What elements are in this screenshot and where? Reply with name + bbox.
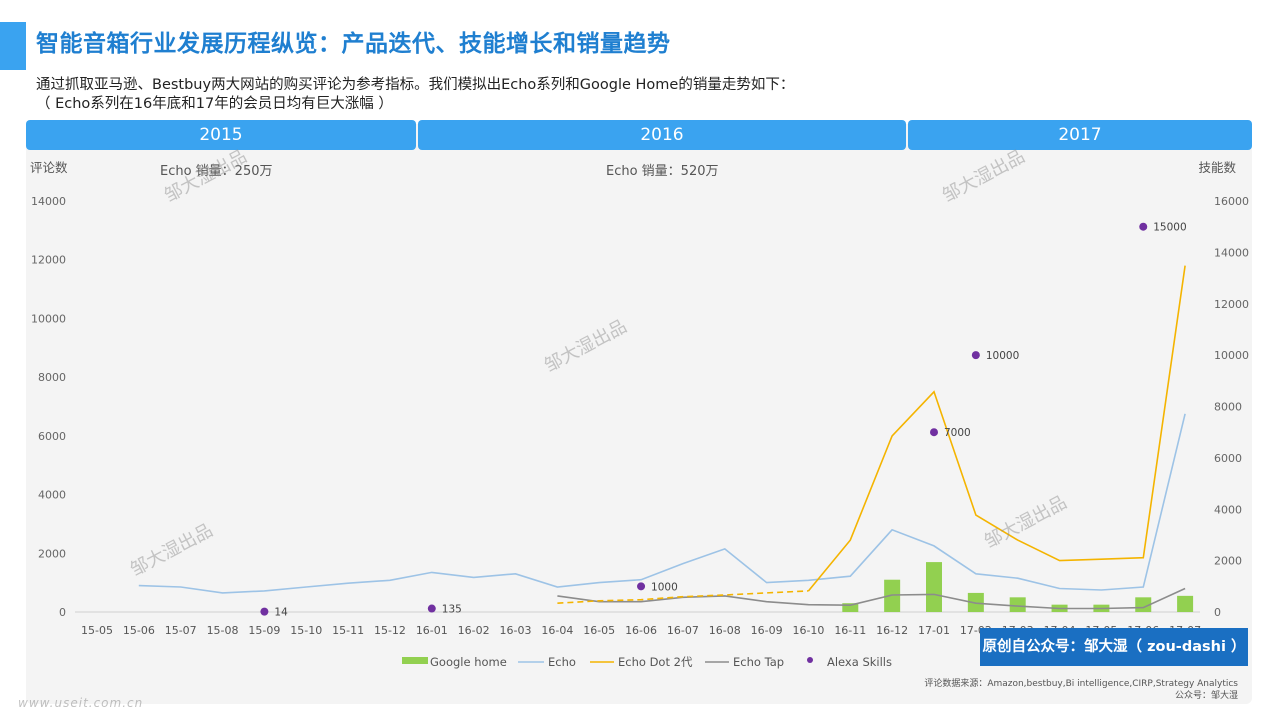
x-tick-label: 15-07: [165, 624, 197, 637]
alexa-skills-label: 135: [442, 604, 462, 616]
x-tick-label: 16-09: [751, 624, 783, 637]
x-tick-label: 16-03: [500, 624, 532, 637]
echo-line: [138, 413, 1186, 594]
alexa-skills-point: [427, 604, 436, 613]
right-tick-label: 12000: [1214, 298, 1249, 311]
echo-dot-line: [807, 265, 1186, 592]
left-tick-label: 2000: [38, 547, 66, 560]
google-home-bar: [1009, 597, 1026, 612]
x-tick-label: 16-11: [834, 624, 866, 637]
right-tick-label: 14000: [1214, 246, 1249, 259]
legend-label-echo-tap: Echo Tap: [733, 655, 784, 669]
left-tick-label: 4000: [38, 489, 66, 502]
x-tick-label: 16-04: [541, 624, 573, 637]
x-tick-label: 16-01: [416, 624, 448, 637]
google-home-bar: [884, 579, 901, 612]
google-home-bar: [1177, 595, 1194, 612]
left-tick-label: 10000: [31, 312, 66, 325]
legend-label-echo: Echo: [548, 655, 576, 669]
right-tick-label: 2000: [1214, 555, 1242, 568]
alexa-skills-label: 7000: [944, 427, 971, 439]
left-tick-label: 12000: [31, 254, 66, 267]
x-tick-label: 16-08: [709, 624, 741, 637]
intro-line-2: （ Echo系列在16年底和17年的会员日均有巨大涨幅 ）: [36, 96, 393, 112]
x-tick-label: 15-05: [81, 624, 113, 637]
alexa-skills-point: [930, 428, 938, 437]
echo-tap-line: [557, 587, 1186, 610]
legend-label-google-home: Google home: [430, 655, 507, 669]
site-watermark: www.useit.com.cn: [18, 696, 144, 710]
year-band-2016: 2016: [418, 120, 906, 150]
intro-line-1: 通过抓取亚马逊、Bestbuy两大网站的购买评论为参考指标。我们模拟出Echo系…: [36, 77, 795, 93]
year-band-2017: 2017: [908, 120, 1252, 150]
alexa-skills-point: [971, 351, 980, 360]
alexa-skills-label: 15000: [1153, 222, 1186, 234]
data-source-note: 评论数据来源：Amazon,bestbuy,Bi intelligence,CI…: [924, 679, 1238, 689]
alexa-skills-label: 14: [274, 607, 288, 619]
legend-label-alexa-skills: Alexa Skills: [827, 655, 892, 669]
left-tick-label: 0: [59, 606, 66, 619]
google-home-bar: [926, 562, 942, 612]
right-tick-label: 8000: [1214, 401, 1242, 414]
x-tick-label: 16-05: [583, 624, 615, 637]
left-tick-label: 6000: [38, 430, 66, 443]
right-tick-label: 0: [1214, 606, 1221, 619]
alexa-skills-point: [260, 607, 269, 616]
intro-text: 通过抓取亚马逊、Bestbuy两大网站的购买评论为参考指标。我们模拟出Echo系…: [36, 76, 794, 114]
alexa-skills-label: 1000: [651, 581, 678, 593]
right-axis-title: 技能数: [1198, 160, 1236, 175]
alexa-skills-label: 10000: [986, 350, 1019, 362]
alexa-skills-point: [1139, 222, 1148, 231]
left-tick-label: 14000: [31, 195, 66, 208]
x-tick-label: 15-09: [248, 624, 280, 637]
page-title: 智能音箱行业发展历程纵览：产品迭代、技能增长和销量趋势: [36, 31, 671, 57]
x-tick-label: 15-06: [123, 624, 155, 637]
echo-sales-2015-note: Echo 销量：250万: [160, 164, 273, 179]
alexa-skills-point: [637, 582, 646, 591]
x-tick-label: 16-07: [667, 624, 699, 637]
legend-swatch-google-home: [402, 657, 428, 664]
source-badge: 原创自公众号：邹大湿（ zou-dashi ）: [980, 628, 1248, 666]
left-axis-title: 评论数: [30, 160, 68, 175]
right-tick-label: 16000: [1214, 195, 1249, 208]
echo-sales-2016-note: Echo 销量：520万: [606, 164, 719, 179]
title-accent-bar: [0, 22, 26, 70]
legend-swatch-alexa-skills: [807, 657, 813, 663]
x-tick-label: 16-12: [876, 624, 908, 637]
x-tick-label: 15-10: [290, 624, 322, 637]
right-tick-label: 4000: [1214, 503, 1242, 516]
x-tick-label: 16-06: [625, 624, 657, 637]
x-tick-label: 16-10: [792, 624, 824, 637]
x-tick-label: 16-02: [458, 624, 490, 637]
x-tick-label: 17-01: [918, 624, 950, 637]
account-note: 公众号：邹大湿: [1174, 691, 1238, 701]
right-tick-label: 6000: [1214, 452, 1242, 465]
google-home-bar: [842, 603, 859, 612]
x-tick-label: 15-08: [207, 624, 239, 637]
x-tick-label: 15-12: [374, 624, 406, 637]
echo-dot-dashed-line: [557, 590, 809, 604]
x-tick-label: 15-11: [332, 624, 364, 637]
left-tick-label: 8000: [38, 371, 66, 384]
right-tick-label: 10000: [1214, 349, 1249, 362]
year-band-2015: 2015: [26, 120, 416, 150]
legend-label-echo-dot: Echo Dot 2代: [618, 655, 693, 669]
